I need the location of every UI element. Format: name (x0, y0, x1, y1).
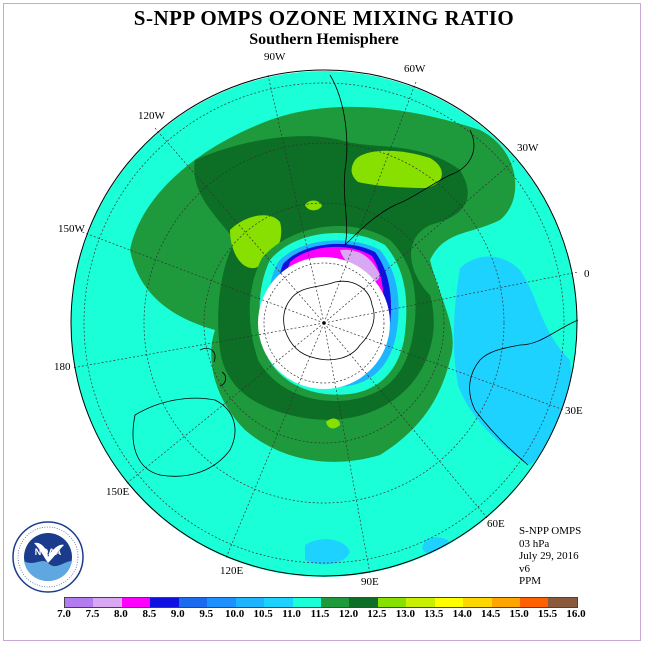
lon-label-90e: 90E (361, 576, 379, 588)
info-block: S-NPP OMPS 03 hPa July 29, 2016 v6 PPM (519, 525, 581, 588)
colorbar-swatch (406, 598, 435, 607)
ozone-contour-light-green-small (305, 200, 322, 211)
lon-label-60e: 60E (487, 518, 505, 530)
info-date: July 29, 2016 (519, 550, 579, 562)
ozone-contour-light-green-north (351, 150, 442, 188)
antarctica-coast (283, 280, 375, 361)
colorbar-tick-label: 7.5 (85, 608, 100, 620)
ozone-contour-light-blue-south (305, 539, 350, 565)
lon-label-120w: 120W (138, 110, 165, 122)
lon-label-60w: 60W (404, 63, 426, 75)
colorbar-swatch (491, 598, 520, 607)
info-version: v6 (519, 562, 530, 575)
colorbar-swatch (235, 598, 265, 607)
colorbar-swatch (65, 598, 94, 607)
colorbar-tick-label: 16.0 (566, 608, 586, 620)
info-units: PPM (519, 575, 542, 587)
colorbar-tick-label: 9.5 (199, 608, 214, 620)
lon-label-90w: 90W (264, 51, 286, 63)
noaa-logo-text: NOAA (35, 547, 62, 557)
colorbar-tick-label: 8.5 (142, 608, 157, 620)
lon-label-30w: 30W (517, 142, 539, 154)
ozone-contour-lavender (340, 249, 380, 282)
colorbar-tick-label: 13.5 (424, 608, 444, 620)
noaa-logo: NOAA (12, 521, 84, 593)
colorbar-swatch (320, 598, 350, 607)
map-boundary (70, 69, 578, 577)
colorbar-swatch (548, 598, 577, 607)
colorbar-tick-label: 10.0 (225, 608, 245, 620)
south-america-coast (329, 74, 475, 246)
colorbar-tick-label: 11.5 (310, 608, 330, 620)
ozone-contour-light-blue-east (453, 256, 571, 465)
colorbar-swatch (150, 598, 179, 607)
new-zealand-coast (199, 347, 226, 387)
colorbar-ticks: 7.0 7.5 8.0 8.5 9.0 9.5 10.0 10.5 11.0 11.5 12.0 12… (52, 608, 592, 622)
colorbar-tick-label: 15.0 (509, 608, 529, 620)
africa-coast (469, 319, 579, 466)
map-subtitle: Southern Hemisphere (249, 31, 399, 48)
lon-label-150e: 150E (106, 486, 130, 498)
colorbar-swatch (434, 598, 464, 607)
lon-label-0: 0 (584, 268, 590, 280)
colorbar-tick-label: 9.0 (170, 608, 185, 620)
info-instrument: S-NPP OMPS (519, 525, 582, 537)
ozone-contour-light-green-south (326, 418, 340, 429)
lon-label-150w: 150W (58, 223, 85, 235)
lon-label-120e: 120E (220, 565, 244, 577)
colorbar-tick-label: 14.5 (481, 608, 501, 620)
colorbar-tick-label: 8.0 (114, 608, 128, 620)
colorbar-tick-label: 12.5 (367, 608, 387, 620)
colorbar-swatch (121, 598, 151, 607)
colorbar-tick-label: 11.0 (282, 608, 301, 620)
colorbar-tick-label: 14.0 (452, 608, 472, 620)
colorbar-swatch (463, 598, 492, 607)
colorbar-swatch (178, 598, 208, 607)
coastlines (132, 74, 579, 477)
map-title: S-NPP OMPS OZONE MIXING RATIO (133, 6, 515, 30)
australia-coast (132, 397, 236, 477)
figure-frame (3, 3, 641, 641)
info-level: 03 hPa (519, 537, 550, 550)
colorbar-tick-label: 10.5 (253, 608, 273, 620)
colorbar-swatch (349, 598, 378, 607)
colorbar-tick-label: 12.0 (338, 608, 359, 620)
colorbar-tick-label: 7.0 (57, 608, 71, 620)
colorbar-swatch (93, 598, 122, 607)
colorbar (64, 597, 578, 608)
colorbar-swatch (264, 598, 293, 607)
colorbar-tick-label: 15.5 (537, 608, 558, 620)
colorbar-swatch (207, 598, 236, 607)
graticule (71, 74, 579, 575)
lon-label-180: 180 (54, 361, 71, 373)
colorbar-tick-label: 13.0 (395, 608, 415, 620)
colorbar-swatch (377, 598, 407, 607)
colorbar-swatch (292, 598, 321, 607)
colorbar-swatch (520, 598, 549, 607)
lon-label-30e: 30E (565, 405, 583, 417)
